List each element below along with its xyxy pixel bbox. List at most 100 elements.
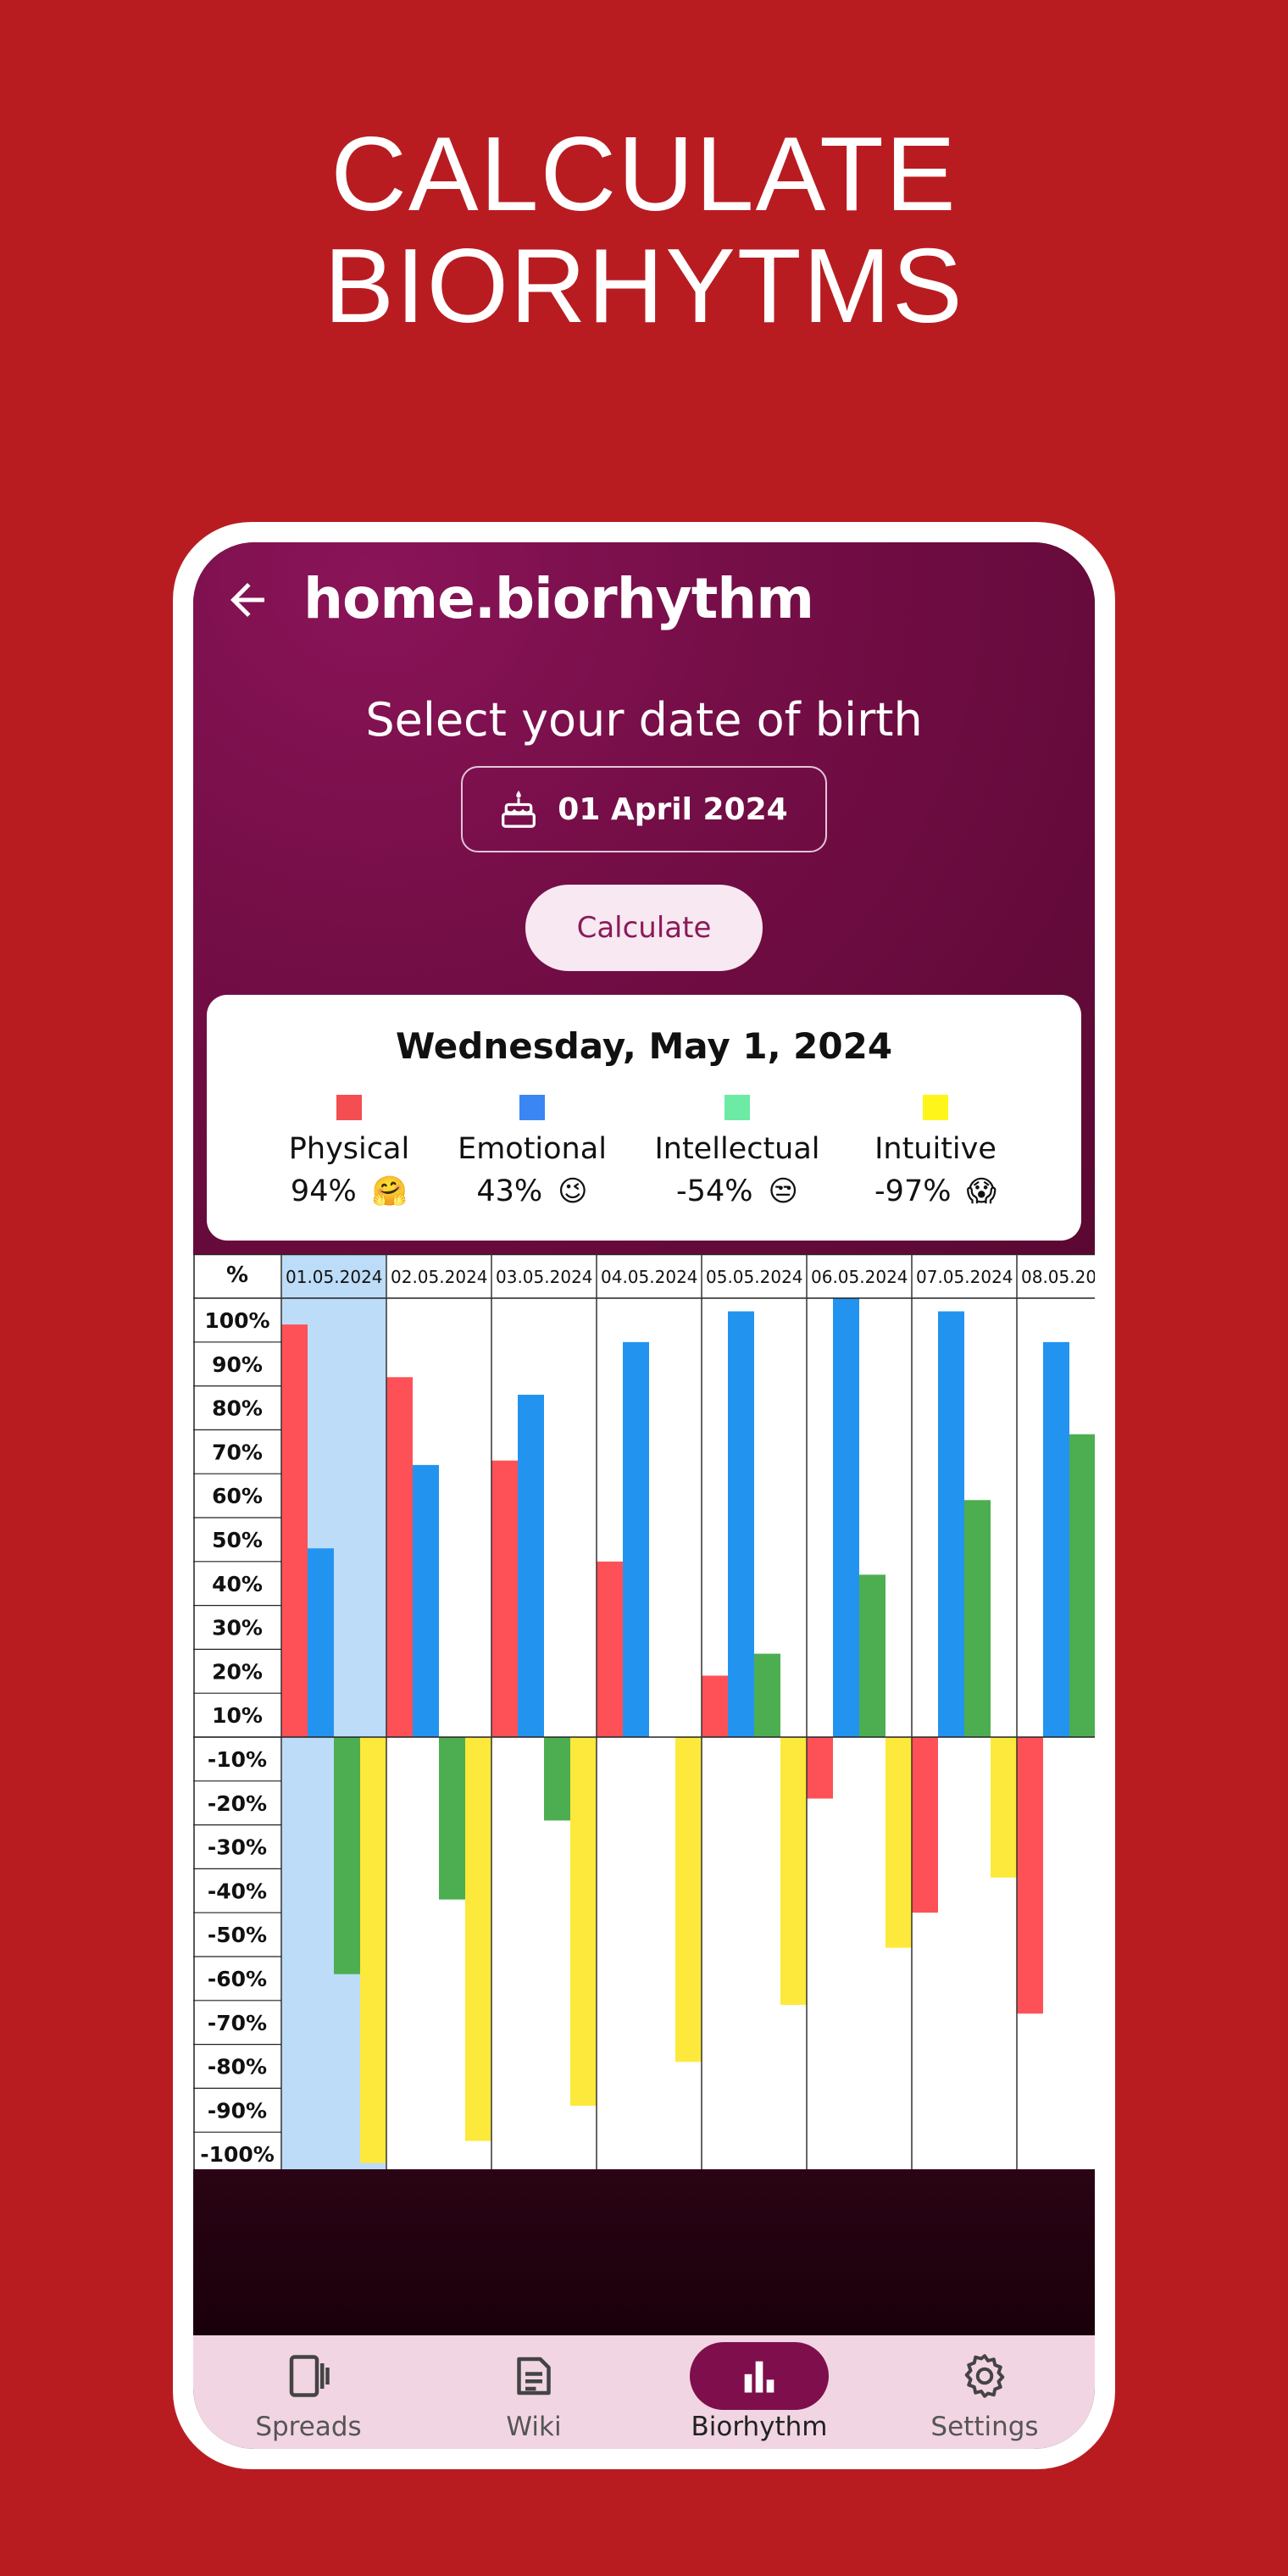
corner-label: % <box>226 1263 248 1288</box>
legend-percent: -54% <box>676 1174 753 1208</box>
bar-physical <box>912 1737 938 1913</box>
bar-intuitive <box>991 1737 1017 1878</box>
date-header[interactable]: 07.05.2024 <box>916 1267 1013 1287</box>
summary-card: Wednesday, May 1, 2024 Physical 94% 🤗 Emoti… <box>207 995 1081 1241</box>
date-value: 01 April 2024 <box>558 791 788 827</box>
empty-area <box>193 2169 1095 2335</box>
legend-emoji: 😉 <box>558 1174 588 1208</box>
bar-physical <box>1017 1737 1043 2014</box>
y-tick-label: -30% <box>208 1835 267 1860</box>
bar-physical <box>491 1460 518 1737</box>
legend-emoji: 😱 <box>966 1174 997 1208</box>
bar-intellectual <box>964 1500 991 1737</box>
bar-intellectual <box>544 1737 570 1821</box>
bar-physical <box>597 1561 623 1737</box>
legend-swatch <box>724 1095 750 1120</box>
legend-value: -54% 😒 <box>636 1174 839 1208</box>
legend-physical: Physical 94% 🤗 <box>247 1095 451 1208</box>
bar-intellectual <box>1069 1434 1095 1737</box>
legend-intellectual: Intellectual -54% 😒 <box>636 1095 839 1208</box>
gear-icon <box>964 2354 1005 2398</box>
legend-percent: 43% <box>476 1174 543 1208</box>
y-tick-label: 20% <box>212 1659 263 1684</box>
bar-emotional <box>938 1311 964 1737</box>
legend-intuitive: Intuitive -97% 😱 <box>834 1095 1037 1208</box>
headline: CALCULATE BIORHYTMS <box>0 119 1288 342</box>
y-tick-label: 70% <box>212 1440 263 1464</box>
legend-name: Physical <box>288 1132 410 1166</box>
legend-name: Intellectual <box>654 1132 820 1166</box>
nav-wiki-label: Wiki <box>506 2412 562 2442</box>
nav-biorhythm-pill <box>690 2342 829 2410</box>
bar-intuitive <box>675 1737 702 2062</box>
bar-physical <box>281 1324 308 1737</box>
date-header[interactable]: 06.05.2024 <box>811 1267 908 1287</box>
nav-biorhythm[interactable]: Biorhythm <box>662 2342 857 2444</box>
headline-line-2: BIORHYTMS <box>324 228 964 345</box>
date-header[interactable]: 03.05.2024 <box>496 1267 593 1287</box>
bottom-navigation: Spreads Wiki <box>193 2335 1095 2449</box>
y-tick-label: -100% <box>200 2142 275 2167</box>
nav-settings-pill <box>915 2342 1054 2410</box>
bar-emotional <box>1043 1341 1069 1737</box>
y-tick-label: 40% <box>212 1572 263 1596</box>
legend-percent: 94% <box>290 1174 357 1208</box>
nav-settings[interactable]: Settings <box>887 2342 1082 2444</box>
date-picker-button[interactable]: 01 April 2024 <box>461 766 827 852</box>
bar-emotional <box>623 1341 649 1737</box>
y-tick-label: 90% <box>212 1352 263 1377</box>
legend-swatch <box>923 1095 948 1120</box>
bar-emotional <box>518 1394 544 1737</box>
y-tick-label: -50% <box>208 1923 267 1947</box>
date-header[interactable]: 08.05.2024 <box>1021 1267 1095 1287</box>
y-tick-label: -80% <box>208 2055 267 2079</box>
y-tick-label: -70% <box>208 2011 267 2035</box>
tablet-icon <box>289 2355 330 2397</box>
bar-intuitive <box>465 1737 491 2141</box>
dob-label: Select your date of birth <box>365 693 923 747</box>
bar-physical <box>386 1377 413 1737</box>
y-tick-label: -60% <box>208 1967 267 1991</box>
legend-emoji: 🤗 <box>371 1174 408 1208</box>
nav-spreads-label: Spreads <box>255 2412 362 2442</box>
nav-settings-label: Settings <box>930 2412 1039 2442</box>
article-icon <box>517 2357 551 2396</box>
app-title: home.biorhythm <box>303 566 814 631</box>
summary-date: Wednesday, May 1, 2024 <box>395 1025 893 1067</box>
bar-physical <box>702 1675 728 1737</box>
legend-name: Emotional <box>458 1132 607 1166</box>
legend-swatch <box>336 1095 362 1120</box>
headline-line-1: CALCULATE <box>330 116 958 233</box>
y-tick-label: 30% <box>212 1616 263 1641</box>
legend-value: -97% 😱 <box>834 1174 1037 1208</box>
legend-name: Intuitive <box>874 1132 997 1166</box>
nav-wiki[interactable]: Wiki <box>436 2342 631 2444</box>
biorhythm-chart: % 01.05.2024 02.05.2024 03.05.2024 04.05.202… <box>193 1254 1095 2169</box>
nav-spreads-pill <box>239 2342 378 2410</box>
y-tick-label: 10% <box>212 1703 263 1728</box>
biorhythm-table[interactable]: % 01.05.2024 02.05.2024 03.05.2024 04.05.202… <box>193 1254 1095 2169</box>
legend-value: 43% 😉 <box>430 1174 634 1208</box>
calculate-button[interactable]: Calculate <box>525 885 763 971</box>
bar-emotional <box>833 1298 859 1737</box>
date-header[interactable]: 02.05.2024 <box>391 1267 488 1287</box>
nav-spreads[interactable]: Spreads <box>211 2342 406 2444</box>
bar-chart-icon <box>744 2361 774 2393</box>
bar-emotional <box>728 1311 754 1737</box>
nav-biorhythm-label: Biorhythm <box>691 2412 828 2442</box>
nav-wiki-pill <box>464 2342 603 2410</box>
date-header[interactable]: 04.05.2024 <box>601 1267 698 1287</box>
back-arrow-icon[interactable] <box>222 575 273 625</box>
bar-intellectual <box>754 1653 780 1737</box>
bar-emotional <box>413 1464 439 1737</box>
legend-emoji: 😒 <box>768 1174 798 1208</box>
y-tick-label: 50% <box>212 1528 263 1552</box>
date-header[interactable]: 01.05.2024 <box>286 1267 383 1287</box>
bar-intellectual <box>859 1574 886 1737</box>
bar-intellectual <box>334 1737 360 1974</box>
date-header[interactable]: 05.05.2024 <box>706 1267 803 1287</box>
bar-intellectual <box>439 1737 465 1900</box>
legend-percent: -97% <box>874 1174 952 1208</box>
bar-physical <box>807 1737 833 1799</box>
y-tick-label: 80% <box>212 1396 263 1421</box>
